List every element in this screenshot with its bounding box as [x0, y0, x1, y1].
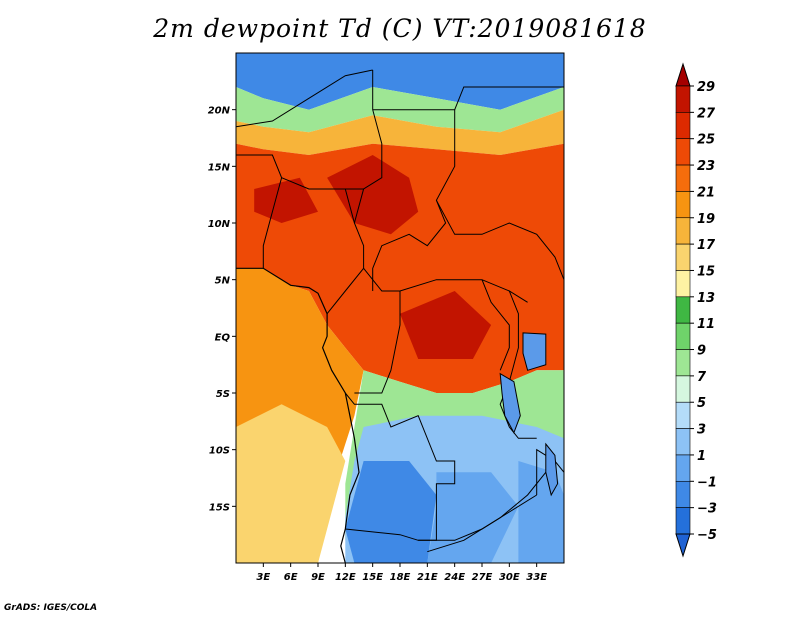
colorbar-swatch [675, 243, 691, 271]
colorbar-label: 29 [697, 80, 715, 95]
colorbar-swatch [675, 480, 691, 508]
border-line-1 [353, 70, 383, 224]
region-core-darkred-1 [327, 155, 419, 235]
lake-malawi [545, 442, 559, 497]
lon-tick-label: 18E [390, 572, 411, 583]
border-line-15 [427, 471, 547, 553]
lat-tick-label: 15S [209, 502, 230, 513]
region-atlantic-yellow [236, 404, 346, 563]
border-line-9 [481, 279, 510, 371]
border-line-0 [236, 69, 373, 128]
latitude-axis: 20N 15N 10N 5N EQ 5S 10S 15S [208, 106, 236, 513]
colorbar-swatch [675, 322, 691, 350]
lat-tick-label: 10N [208, 219, 231, 230]
lon-tick-label: 24E [444, 572, 465, 583]
colorbar-label: 3 [697, 423, 706, 438]
border-line-4 [236, 154, 283, 269]
lake-victoria [522, 332, 547, 371]
lon-tick-label: 3E [256, 572, 270, 583]
region-sahara-north [236, 53, 564, 110]
lat-tick-label: EQ [215, 332, 231, 343]
colorbar-label: 23 [697, 159, 715, 174]
colorbar-swatch [675, 191, 691, 219]
colorbar-label: 1 [697, 449, 706, 464]
border-line-3 [454, 86, 564, 110]
border-line-8 [435, 200, 564, 280]
colorbar-swatch [675, 349, 691, 377]
colorbar-label: 19 [697, 212, 715, 227]
colorbar-label: 21 [697, 185, 715, 200]
colorbar-label: 27 [697, 106, 716, 121]
region-core-darkred-2 [400, 291, 492, 359]
grads-credit: GrADS: IGES/COLA [4, 603, 98, 613]
colorbar-label: −3 [697, 502, 717, 517]
colorbar-label: −5 [697, 528, 717, 543]
colorbar-swatch [675, 507, 691, 535]
lon-tick-label: 21E [417, 572, 438, 583]
colorbar-label: 25 [697, 133, 715, 148]
colorbar-swatch [675, 217, 691, 245]
region-angola-blue [345, 461, 437, 563]
colorbar-label: 15 [697, 264, 715, 279]
lat-tick-label: 15N [208, 162, 231, 173]
colorbar-swatch [675, 270, 691, 298]
border-line-12 [344, 392, 456, 541]
lat-tick-label: 5N [215, 276, 231, 287]
map-title: 2m dewpoint Td (C) VT:2019081618 [153, 14, 647, 43]
colorbar-label: 7 [697, 370, 707, 385]
colorbar: 29 27 25 23 21 19 17 15 13 11 9 7 5 3 1 −1 −3 −5 [675, 62, 717, 558]
colorbar-swatch [675, 454, 691, 482]
border-line-11 [354, 291, 401, 394]
border-line-5 [281, 177, 364, 190]
colorbar-label: 11 [697, 317, 715, 332]
lon-tick-label: 27E [472, 572, 493, 583]
lat-tick-label: 20N [208, 106, 231, 117]
colorbar-swatch [675, 164, 691, 192]
colorbar-swatch [675, 375, 691, 403]
colorbar-label: 9 [697, 344, 706, 359]
region-sahel-orange [236, 109, 564, 155]
colorbar-label: 5 [697, 396, 706, 411]
colorbar-swatch [675, 112, 691, 140]
colorbar-label: −1 [697, 475, 717, 490]
lat-tick-label: 5S [216, 389, 230, 400]
colorbar-min-arrow [675, 533, 691, 558]
colorbar-max-arrow [675, 62, 691, 87]
colorbar-swatch [675, 428, 691, 456]
lon-tick-label: 12E [335, 572, 356, 583]
lon-tick-label: 9E [311, 572, 325, 583]
colorbar-swatch [675, 138, 691, 166]
longitude-axis: 3E 6E 9E 12E 15E 18E 21E 24E 27E 30E 33E [256, 563, 547, 583]
lon-tick-label: 30E [499, 572, 520, 583]
coastline [236, 267, 360, 563]
colorbar-label: 17 [697, 238, 716, 253]
political-borders [236, 69, 564, 563]
lat-tick-label: 10S [209, 446, 230, 457]
lon-tick-label: 33E [526, 572, 547, 583]
colorbar-label: 13 [697, 291, 715, 306]
colorbar-swatch [675, 401, 691, 429]
lon-tick-label: 15E [362, 572, 383, 583]
lon-tick-label: 6E [284, 572, 298, 583]
border-line-6 [326, 188, 365, 315]
colorbar-swatch [675, 85, 691, 113]
border-line-13 [345, 494, 537, 541]
lake-tanganyika [499, 372, 521, 434]
border-line-2 [372, 109, 456, 291]
colorbar-swatch [675, 296, 691, 324]
region-core-darkred-3 [254, 177, 318, 223]
